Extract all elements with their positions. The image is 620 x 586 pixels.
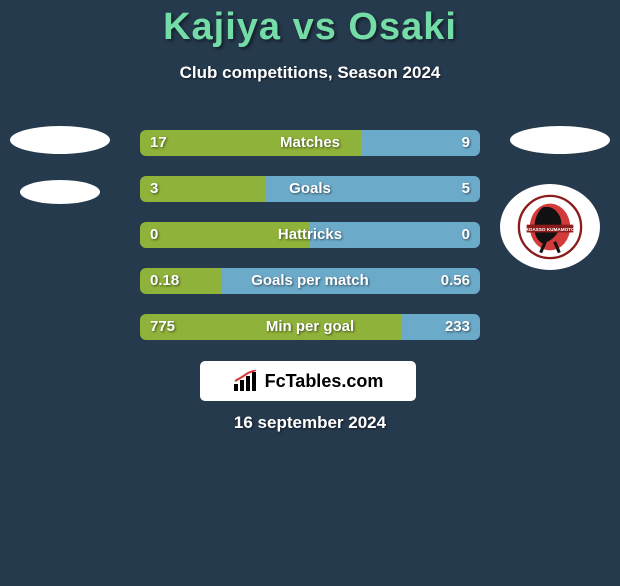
bar-row: 179Matches bbox=[140, 130, 480, 156]
right-player-avatars bbox=[510, 126, 610, 180]
svg-text:ROASSO KUMAMOTO: ROASSO KUMAMOTO bbox=[525, 227, 575, 232]
comparison-bars: 179Matches 35Goals 00Hattricks 0.180.56Goal… bbox=[140, 130, 480, 360]
bar-left-fill bbox=[140, 130, 361, 156]
bar-left-fill bbox=[140, 222, 310, 248]
bar-row: 0.180.56Goals per match bbox=[140, 268, 480, 294]
avatar-placeholder bbox=[10, 126, 110, 154]
bar-right-fill bbox=[266, 176, 480, 202]
subtitle: Club competitions, Season 2024 bbox=[0, 63, 620, 83]
site-tag: FcTables.com bbox=[200, 361, 416, 401]
bar-left-fill bbox=[140, 314, 402, 340]
bar-right-fill bbox=[222, 268, 480, 294]
club-badge: ROASSO KUMAMOTO bbox=[500, 184, 600, 270]
bar-row: 00Hattricks bbox=[140, 222, 480, 248]
date-line: 16 september 2024 bbox=[0, 413, 620, 433]
site-tag-text: FcTables.com bbox=[265, 371, 384, 392]
avatar-placeholder bbox=[20, 180, 100, 204]
bar-right-fill bbox=[402, 314, 480, 340]
bar-row: 35Goals bbox=[140, 176, 480, 202]
page-title: Kajiya vs Osaki bbox=[0, 6, 620, 49]
horse-badge-icon: ROASSO KUMAMOTO bbox=[511, 192, 589, 262]
avatar-placeholder bbox=[510, 126, 610, 154]
bar-left-fill bbox=[140, 176, 266, 202]
left-player-avatars bbox=[10, 126, 110, 230]
barchart-icon bbox=[233, 370, 259, 392]
bar-left-fill bbox=[140, 268, 222, 294]
bar-row: 775233Min per goal bbox=[140, 314, 480, 340]
bar-right-fill bbox=[310, 222, 480, 248]
bar-right-fill bbox=[361, 130, 480, 156]
